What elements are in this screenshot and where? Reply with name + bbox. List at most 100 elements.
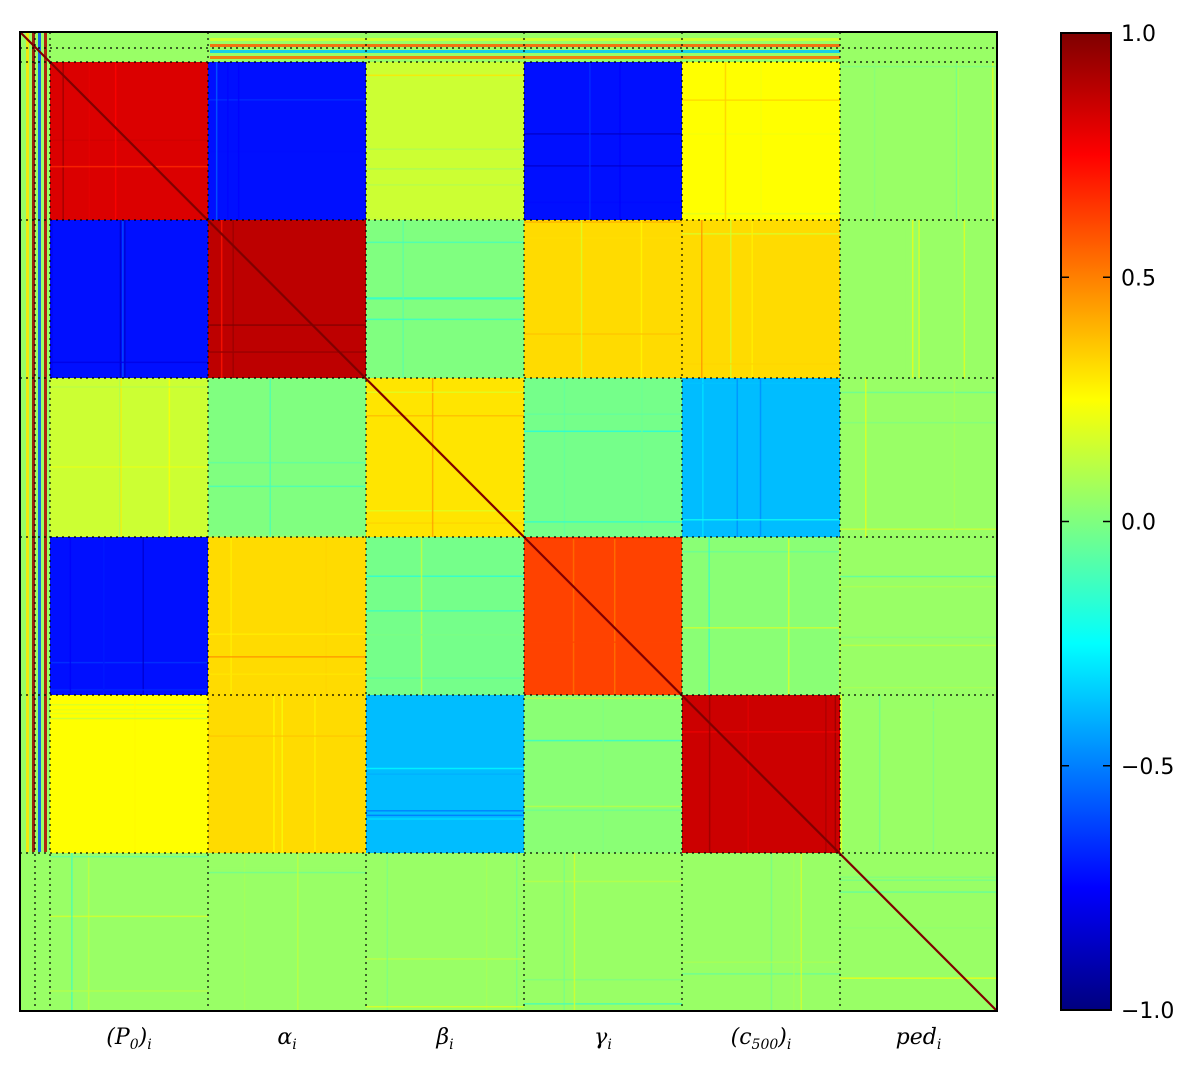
- heatmap-stripe: [524, 1003, 682, 1005]
- heatmap-stripe: [366, 814, 524, 817]
- heatmap-stripe: [524, 521, 682, 523]
- heatmap-stripe: [122, 220, 124, 378]
- colorbar-tick-label: −0.5: [1121, 755, 1174, 780]
- heatmap-stripe: [759, 378, 762, 537]
- heatmap-stripe: [840, 585, 997, 588]
- heatmap-stripe: [208, 871, 366, 874]
- heatmap-stripe: [992, 62, 994, 220]
- heatmap-stripe: [366, 1005, 524, 1008]
- heatmap-stripe: [515, 853, 518, 1011]
- heatmap-stripe: [243, 853, 246, 1011]
- heatmap-stripe: [50, 717, 208, 720]
- heatmap-stripe: [589, 62, 591, 220]
- heatmap-stripe: [208, 99, 366, 101]
- heatmap-stripe: [50, 688, 208, 691]
- heatmap-stripe: [366, 168, 524, 170]
- heatmap-stripe: [366, 773, 524, 775]
- heatmap-stripe: [825, 695, 827, 853]
- heatmap-stripe: [957, 62, 959, 220]
- heatmap-stripe: [702, 378, 704, 537]
- x-tick-label: (c500)i: [731, 1025, 792, 1053]
- heatmap-cell-5-2: [366, 853, 524, 1011]
- heatmap-stripe: [682, 233, 840, 235]
- heatmap-stripe: [840, 977, 997, 979]
- heatmap-stripe: [134, 695, 136, 853]
- heatmap-stripe: [524, 805, 682, 808]
- heatmap-stripe: [314, 695, 316, 853]
- heatmap-stripe: [840, 528, 997, 530]
- heatmap-stripe: [366, 610, 524, 612]
- x-tick-label: (P0)i: [106, 1025, 151, 1053]
- heatmap-cell-3-5: [840, 537, 997, 695]
- heatmap-stripe: [682, 133, 840, 135]
- heatmap-stripe: [366, 148, 524, 150]
- heatmap-cell-0-3: [524, 62, 682, 220]
- heatmap-cell-1-3: [524, 220, 682, 378]
- heatmap-stripe: [682, 627, 840, 629]
- heatmap-stripe: [62, 62, 64, 220]
- heatmap-stripe: [963, 220, 966, 378]
- heatmap-stripe: [50, 661, 208, 664]
- heatmap-stripe: [751, 220, 753, 378]
- heatmap-stripe: [50, 712, 208, 715]
- heatmap-stripe: [273, 695, 275, 853]
- heatmap-stripe: [208, 530, 366, 533]
- heatmap-stripe: [366, 958, 524, 960]
- heatmap-stripe: [366, 217, 524, 220]
- heatmap-stripe: [524, 333, 682, 335]
- heatmap-cell-5-4: [682, 853, 840, 1011]
- heatmap-stripe: [840, 421, 997, 424]
- heatmap-stripe: [701, 220, 703, 378]
- heatmap-stripe: [955, 62, 958, 220]
- heatmap-stripe: [208, 633, 366, 635]
- heatmap-stripe: [918, 220, 920, 378]
- heatmap-stripe: [210, 50, 840, 53]
- heatmap-stripe: [87, 853, 90, 1011]
- heatmap-stripe: [524, 697, 682, 700]
- heatmap-stripe: [524, 880, 682, 883]
- heatmap-stripe: [366, 634, 524, 636]
- heatmap-stripe: [840, 644, 997, 647]
- heatmap-stripe: [88, 62, 91, 220]
- heatmap-stripe: [840, 891, 997, 893]
- heatmap-stripe: [840, 927, 997, 929]
- heatmap-stripe: [386, 853, 389, 1011]
- heatmap-stripe: [103, 537, 105, 695]
- heatmap-stripe: [50, 361, 208, 364]
- heatmap-stripe: [682, 99, 840, 101]
- heatmap-stripe: [366, 74, 524, 77]
- heatmap-stripe: [366, 522, 524, 524]
- heatmap-stripe: [787, 537, 790, 695]
- heatmap-stripe: [210, 38, 840, 41]
- heatmap-stripe: [730, 220, 732, 378]
- heatmap-stripe: [760, 62, 762, 220]
- x-tick-label: αi: [277, 1025, 296, 1053]
- heatmap-stripe: [119, 220, 122, 378]
- heatmap-stripe: [142, 537, 144, 695]
- heatmap-cell-1-4: [682, 220, 840, 378]
- heatmap-stripe: [366, 810, 524, 812]
- heatmap-stripe: [281, 695, 283, 853]
- heatmap-stripe: [269, 378, 271, 537]
- heatmap-cell-2-1: [208, 378, 366, 537]
- heatmap-stripe: [32, 32, 35, 852]
- heatmap-cell-2-5: [840, 378, 997, 537]
- plot-frame: [19, 31, 998, 1012]
- heatmap-stripe: [114, 62, 117, 220]
- heatmap-stripe: [840, 391, 997, 394]
- heatmap-cell-3-1: [208, 537, 366, 695]
- heatmap-stripe: [71, 853, 73, 1011]
- heatmap-stripe: [366, 297, 524, 299]
- heatmap-stripe: [38, 32, 41, 852]
- heatmap-stripe: [366, 318, 524, 321]
- heatmap-cell-5-1: [208, 853, 366, 1011]
- colorbar-ticks: 1.0 0.5 0.0 −0.5 −1.0: [1061, 22, 1174, 1024]
- heatmap-stripe: [524, 221, 682, 223]
- heatmap-cell-4-5: [840, 695, 997, 853]
- heatmap-stripe: [402, 220, 404, 378]
- heatmap-stripe: [420, 537, 423, 695]
- heatmap-cell-0-5: [840, 62, 997, 220]
- heatmap-stripe: [51, 220, 53, 378]
- heatmap-stripe: [747, 695, 749, 853]
